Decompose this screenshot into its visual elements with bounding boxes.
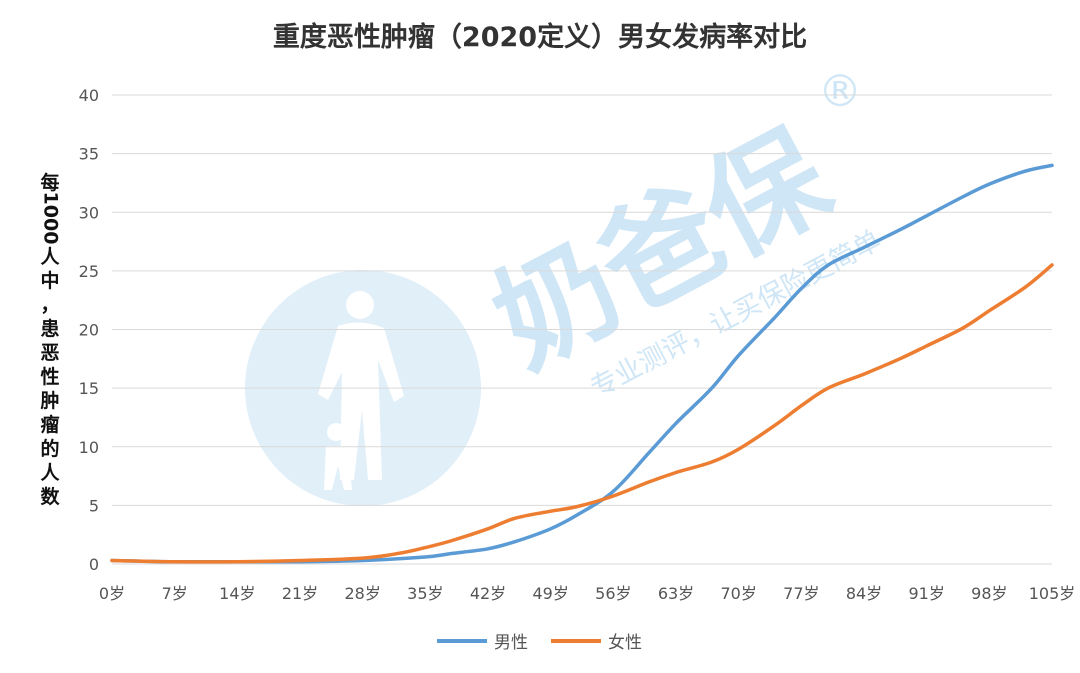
x-tick-label: 0岁 — [99, 584, 125, 603]
y-label-char: 人 — [40, 246, 60, 268]
watermark-figure-icon — [318, 291, 404, 490]
y-label-char: 肿 — [40, 389, 59, 412]
y-label-char: 每 — [40, 171, 59, 194]
y-tick-label: 35 — [79, 145, 99, 164]
y-label-char: ， — [40, 294, 59, 316]
x-tick-label: 63岁 — [658, 584, 694, 603]
y-label-char: 瘤 — [40, 413, 59, 436]
legend-label: 男性 — [494, 633, 528, 653]
watermark: 奶爸保 专业测评，让买保险更简单 ® — [245, 66, 886, 506]
x-tick-label: 42岁 — [470, 584, 506, 603]
y-label-char: 中 — [40, 269, 59, 292]
y-tick-label: 20 — [79, 321, 99, 340]
y-tick-label: 0 — [89, 555, 99, 574]
x-tick-label: 84岁 — [846, 584, 882, 603]
x-tick-label: 105岁 — [1029, 584, 1076, 603]
x-tick-label: 28岁 — [344, 584, 380, 603]
y-tick-label: 40 — [79, 86, 99, 105]
x-tick-label: 14岁 — [219, 584, 255, 603]
y-label-char: 恶 — [40, 342, 59, 364]
x-tick-label: 35岁 — [407, 584, 443, 603]
y-label-char: 的 — [40, 437, 59, 460]
x-tick-label: 21岁 — [282, 584, 318, 603]
grid-lines — [112, 94, 1052, 565]
x-tick-label: 7岁 — [162, 584, 188, 603]
series-line-女性 — [110, 263, 1054, 564]
y-tick-label: 10 — [79, 438, 99, 457]
legend-label: 女性 — [608, 633, 642, 653]
y-tick-label: 25 — [79, 262, 99, 281]
series-lines — [110, 163, 1054, 564]
y-axis-ticks: 0 5 10 15 20 25 30 35 40 — [79, 86, 99, 574]
x-axis-ticks: 0岁 7岁 14岁 21岁 28岁 35岁 42岁 49岁 56岁 63岁 70岁 77岁 84岁 91岁… — [99, 584, 1075, 603]
x-tick-label: 70岁 — [720, 584, 756, 603]
y-label-number: 1000 — [40, 192, 62, 245]
x-tick-label: 49岁 — [532, 584, 568, 603]
y-tick-label: 15 — [79, 379, 99, 398]
x-tick-label: 91岁 — [908, 584, 944, 603]
y-label-char: 性 — [40, 365, 59, 388]
y-tick-label: 5 — [89, 496, 99, 515]
chart-title: 重度恶性肿瘤（2020定义）男女发病率对比 — [273, 21, 807, 53]
legend: 男性 女性 — [437, 633, 642, 653]
x-tick-label: 98岁 — [971, 584, 1007, 603]
y-tick-label: 30 — [79, 203, 99, 222]
y-label-char: 人 — [40, 462, 60, 484]
y-label-char: 患 — [40, 317, 59, 340]
series-line-男性 — [110, 163, 1054, 564]
x-tick-label: 77岁 — [783, 584, 819, 603]
watermark-registered-icon: ® — [818, 66, 862, 117]
y-label-char: 数 — [40, 485, 60, 508]
x-tick-label: 56岁 — [595, 584, 631, 603]
